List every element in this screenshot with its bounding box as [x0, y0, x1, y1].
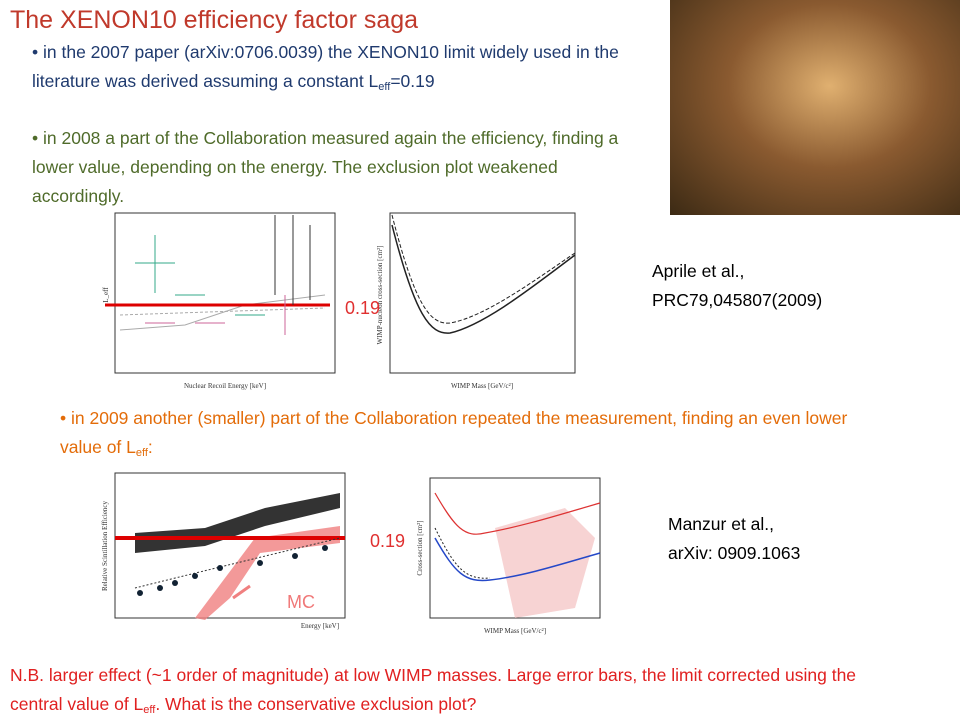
bullet-text: : [147, 437, 153, 457]
data-points [135, 235, 265, 316]
bullet-text: in 2009 another (smaller) part of the Co… [60, 408, 848, 457]
note-text: N.B. larger effect (~1 order of magnitud… [10, 665, 857, 714]
bullet-text: in 2008 a part of the Collaboration meas… [32, 128, 619, 206]
reference-line: arXiv: 0909.1063 [668, 543, 801, 563]
reference-line: Aprile et al., [652, 261, 745, 281]
subscript: eff [143, 704, 156, 716]
y-axis-label: Relative Scintillation Efficiency [101, 500, 109, 591]
arrow [232, 584, 251, 600]
subscript: eff [135, 447, 148, 459]
x-axis-label: Energy [keV] [301, 622, 339, 630]
slide-title: The XENON10 efficiency factor saga [10, 6, 419, 34]
y-axis-label: Cross-section [cm²] [416, 520, 424, 575]
illustration [670, 0, 960, 215]
value-label: 0.19 [370, 531, 406, 551]
band [195, 526, 340, 620]
figures-2008: Nuclear Recoil Energy [keV] L_eff WIMP M… [102, 212, 576, 390]
bullet: • in 2009 another (smaller) part of the … [60, 408, 848, 459]
value-label: 0.19 [345, 298, 381, 318]
reference-line: Manzur et al., [668, 514, 775, 534]
x-axis-label: Nuclear Recoil Energy [keV] [184, 382, 266, 390]
data-points [145, 295, 286, 335]
curve [434, 527, 491, 579]
y-axis-label: WIMP-nucleon cross-section [cm²] [376, 246, 384, 345]
data-points [137, 545, 328, 596]
curve [119, 294, 326, 331]
reference: Aprile et al., PRC79,045807(2009) [652, 257, 822, 315]
curve [134, 537, 341, 589]
bullet-text: =0.19 [390, 71, 435, 91]
reference: Manzur et al., arXiv: 0909.1063 [668, 510, 800, 568]
x-axis-label: WIMP Mass [GeV/c²] [451, 382, 513, 390]
note: N.B. larger effect (~1 order of magnitud… [10, 661, 910, 719]
curve [391, 224, 576, 334]
curve [434, 537, 601, 582]
plot-frame [389, 212, 576, 374]
curve [434, 492, 601, 535]
subscript: eff [378, 81, 391, 93]
curve [119, 307, 326, 316]
figures-2009: Energy [keV] Relative Scintillation Effi… [101, 472, 601, 635]
note-text: . What is the conservative exclusion plo… [155, 694, 477, 714]
annotation: MC [287, 592, 315, 612]
bullet-text: in the 2007 paper (arXiv:0706.0039) the … [32, 42, 619, 91]
excluded-region [495, 508, 595, 618]
reference-line: PRC79,045807(2009) [652, 290, 823, 310]
bullet: • in 2008 a part of the Collaboration me… [32, 128, 619, 206]
curve [391, 214, 576, 324]
y-axis-label: L_eff [102, 287, 110, 303]
data-points [274, 215, 311, 305]
plot-frame [114, 472, 346, 619]
plot-frame [114, 212, 336, 374]
bullet: • in the 2007 paper (arXiv:0706.0039) th… [32, 42, 619, 93]
x-axis-label: WIMP Mass [GeV/c²] [484, 627, 546, 635]
